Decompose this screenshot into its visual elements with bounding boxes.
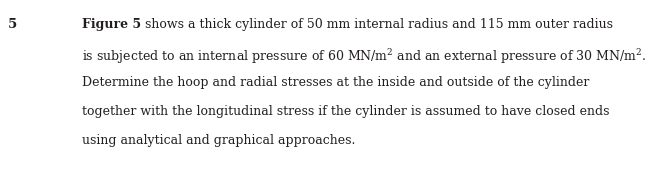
Text: using analytical and graphical approaches.: using analytical and graphical approache…	[82, 134, 355, 147]
Text: 5: 5	[8, 18, 17, 31]
Text: is subjected to an internal pressure of 60 MN/m$^{2}$ and an external pressure o: is subjected to an internal pressure of …	[82, 47, 646, 66]
Text: shows a thick cylinder of 50 mm internal radius and 115 mm outer radius: shows a thick cylinder of 50 mm internal…	[141, 18, 613, 31]
Text: together with the longitudinal stress if the cylinder is assumed to have closed : together with the longitudinal stress if…	[82, 105, 610, 118]
Text: Determine the hoop and radial stresses at the inside and outside of the cylinder: Determine the hoop and radial stresses a…	[82, 76, 590, 89]
Text: Figure 5: Figure 5	[82, 18, 141, 31]
